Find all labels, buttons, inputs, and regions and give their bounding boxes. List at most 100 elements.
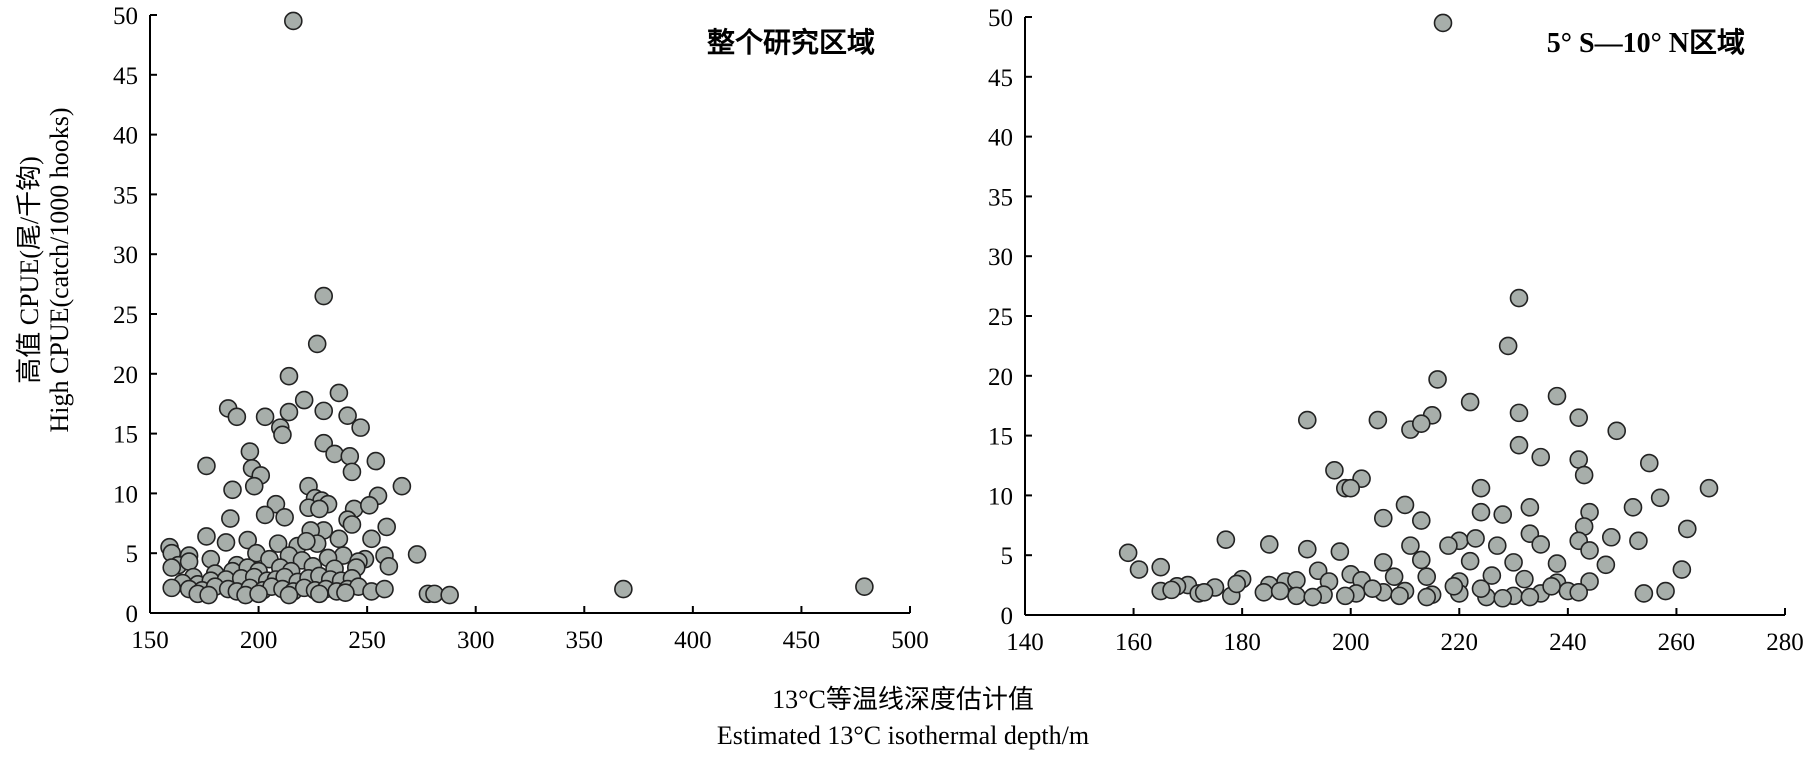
- y-axis-label-cn: 高值 CPUE(尾/千钩): [15, 156, 44, 384]
- data-point: [366, 451, 386, 471]
- data-point: [1417, 567, 1437, 587]
- x-tick-label: 150: [131, 627, 169, 654]
- data-point: [1509, 288, 1529, 308]
- data-point: [1656, 581, 1675, 601]
- y-axis-label-en: High CPUE(catch/1000 hooks): [45, 108, 74, 433]
- data-point: [1162, 580, 1181, 600]
- y-tick-label: 50: [113, 3, 138, 30]
- data-point: [1118, 543, 1138, 563]
- data-point: [1487, 536, 1507, 555]
- data-point: [268, 534, 288, 553]
- data-point: [1574, 465, 1594, 485]
- data-point: [1699, 478, 1719, 498]
- x-tick-label: 300: [457, 627, 495, 654]
- data-point: [342, 515, 362, 534]
- data-point: [614, 579, 633, 599]
- data-point: [1417, 587, 1437, 607]
- data-point: [1542, 576, 1561, 596]
- data-point: [216, 533, 236, 552]
- x-tick-label: 450: [783, 627, 821, 654]
- data-point: [197, 456, 216, 476]
- data-point: [275, 508, 294, 527]
- y-tick-label: 20: [113, 362, 138, 389]
- y-tick-label: 35: [113, 182, 138, 209]
- data-point: [1373, 553, 1393, 572]
- data-point: [340, 447, 360, 466]
- data-point: [255, 505, 275, 525]
- data-point: [227, 407, 247, 427]
- y-tick-label: 40: [988, 125, 1013, 152]
- data-point: [329, 383, 349, 403]
- data-point: [1390, 586, 1409, 606]
- data-point: [249, 584, 268, 604]
- x-tick-label: 240: [1549, 629, 1587, 656]
- x-tick-label: 180: [1223, 629, 1261, 656]
- data-point: [1335, 586, 1355, 606]
- data-point: [1520, 587, 1540, 607]
- data-point: [1151, 557, 1171, 577]
- data-point: [1194, 582, 1214, 602]
- data-point: [425, 584, 444, 604]
- data-point: [1254, 582, 1274, 602]
- data-point: [314, 286, 334, 306]
- data-point: [179, 552, 199, 571]
- data-point: [1629, 531, 1648, 551]
- data-point: [1466, 529, 1485, 548]
- y-tick-label: 25: [113, 302, 138, 329]
- data-point: [1439, 536, 1458, 555]
- data-point: [1216, 530, 1236, 549]
- x-axis-label-cn: 13°C等温线深度估计值: [772, 685, 1034, 714]
- data-point: [294, 390, 314, 410]
- data-point: [1368, 410, 1388, 430]
- y-tick-label: 45: [988, 65, 1013, 92]
- data-point: [1547, 386, 1567, 406]
- data-point: [1639, 453, 1659, 473]
- data-point: [1259, 535, 1279, 554]
- data-point: [310, 584, 329, 604]
- data-point: [338, 406, 357, 425]
- data-point: [240, 442, 260, 461]
- data-point: [1672, 560, 1692, 579]
- data-point: [279, 366, 299, 386]
- x-tick-label: 400: [674, 627, 712, 654]
- y-tick-label: 35: [988, 184, 1013, 211]
- data-point: [1509, 435, 1529, 455]
- data-point: [1411, 550, 1431, 570]
- data-point: [1303, 587, 1323, 607]
- data-point: [362, 529, 381, 549]
- data-point: [407, 545, 427, 564]
- y-tick-label: 5: [126, 541, 139, 568]
- data-point: [360, 496, 379, 515]
- x-tick-label: 250: [348, 627, 386, 654]
- y-tick-label: 0: [126, 601, 139, 628]
- data-point: [377, 517, 396, 537]
- y-tick-label: 10: [113, 481, 138, 508]
- data-point: [307, 334, 327, 354]
- data-point: [162, 558, 182, 577]
- data-point: [1341, 478, 1361, 498]
- x-tick-label: 160: [1115, 629, 1153, 656]
- data-point: [1531, 535, 1551, 554]
- y-tick-label: 40: [113, 123, 138, 150]
- data-point: [273, 425, 292, 445]
- data-point: [1129, 560, 1149, 579]
- y-tick-label: 10: [988, 483, 1013, 510]
- data-point: [199, 585, 218, 605]
- data-point: [284, 11, 303, 31]
- data-point: [1607, 421, 1627, 441]
- data-point: [1395, 495, 1415, 515]
- data-point: [392, 476, 412, 496]
- data-point: [1515, 569, 1534, 589]
- data-point: [1531, 447, 1551, 467]
- data-point: [375, 579, 394, 599]
- x-axis-label-en: Estimated 13°C isothermal depth/m: [717, 721, 1089, 750]
- data-point: [342, 462, 362, 482]
- data-point: [1401, 536, 1420, 555]
- data-point: [440, 585, 459, 605]
- data-point: [1384, 567, 1404, 587]
- data-point: [1460, 392, 1480, 412]
- y-tick-label: 20: [988, 364, 1013, 391]
- data-point: [1509, 403, 1529, 423]
- data-point: [1498, 336, 1518, 356]
